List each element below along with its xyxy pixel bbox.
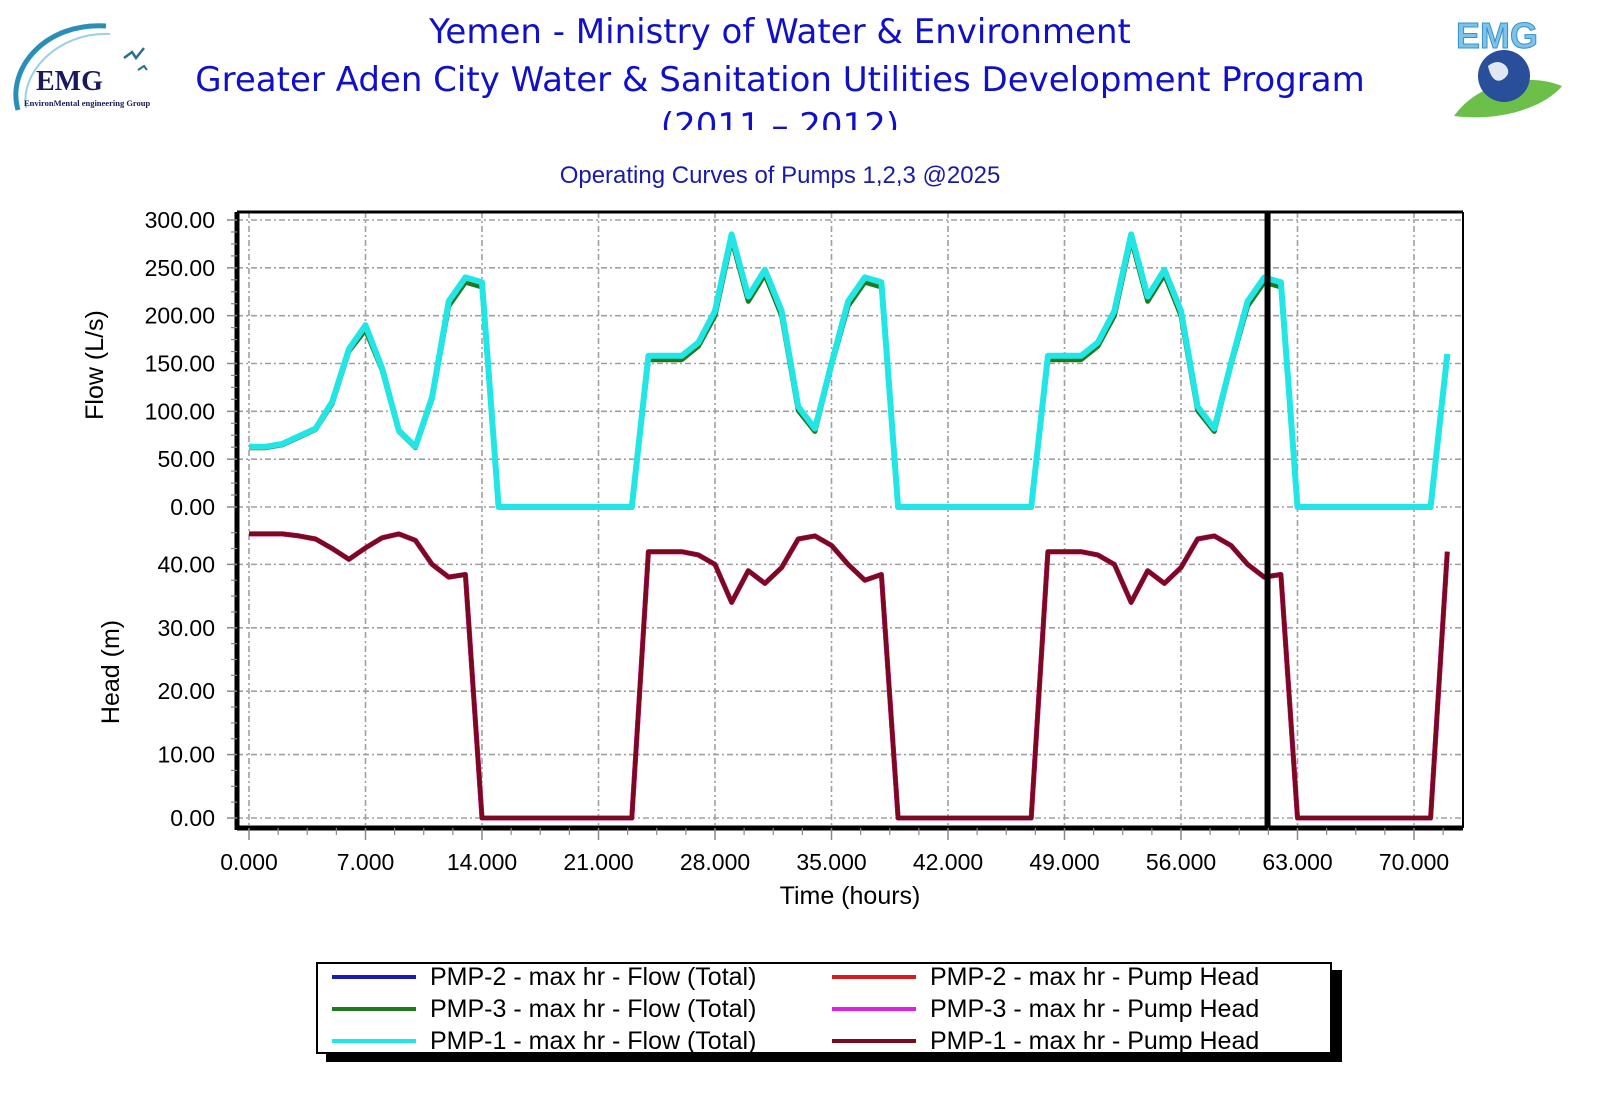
- head-y-tick-label: 20.00: [157, 678, 215, 704]
- flow-axis-title: Flow (L/s): [81, 310, 109, 420]
- legend-swatch: [832, 1039, 916, 1043]
- legend-label: PMP-1 - max hr - Pump Head: [930, 1026, 1260, 1055]
- legend-label: PMP-2 - max hr - Flow (Total): [430, 962, 757, 991]
- legend-item: PMP-3 - max hr - Pump Head: [832, 994, 1259, 1024]
- header-line-2: Greater Aden City Water & Sanitation Uti…: [195, 60, 1365, 100]
- logo-right-text: EMG: [1456, 15, 1538, 56]
- legend: PMP-2 - max hr - Flow (Total) PMP-3 - ma…: [316, 962, 1332, 1056]
- legend-swatch: [332, 1039, 416, 1043]
- x-tick-label: 56.000: [1146, 849, 1216, 875]
- legend-swatch: [332, 975, 416, 979]
- legend-label: PMP-2 - max hr - Pump Head: [930, 962, 1260, 991]
- x-tick-label: 7.000: [337, 849, 395, 875]
- emg-logo-right: EMG: [1448, 12, 1568, 124]
- head-y-tick-label: 30.00: [157, 615, 215, 641]
- plot-frame: [234, 210, 1464, 831]
- logo-left-subtext: EnvironMental engineering Group: [24, 98, 151, 108]
- legend-swatch: [832, 1007, 916, 1011]
- x-tick-label: 0.000: [220, 849, 278, 875]
- axis-ticks: [227, 219, 1444, 840]
- x-axis-title: Time (hours): [780, 882, 921, 910]
- flow-y-tick-label: 50.00: [157, 446, 215, 472]
- x-tick-label: 49.000: [1029, 849, 1099, 875]
- x-tick-label: 42.000: [913, 849, 983, 875]
- x-tick-label: 28.000: [680, 849, 750, 875]
- series-line-pmp-1-max-hr-flow-total-: [249, 231, 1451, 510]
- flow-y-tick-label: 200.00: [145, 303, 215, 329]
- header-line-3: (2011 – 2012): [660, 106, 900, 130]
- x-tick-label: 63.000: [1262, 849, 1332, 875]
- legend-label: PMP-3 - max hr - Pump Head: [930, 994, 1260, 1023]
- legend-label: PMP-3 - max hr - Flow (Total): [430, 994, 757, 1023]
- chart-title: Operating Curves of Pumps 1,2,3 @2025: [559, 162, 1001, 189]
- header-line-1: Yemen - Ministry of Water & Environment: [429, 12, 1131, 52]
- legend-item: PMP-3 - max hr - Flow (Total): [332, 994, 756, 1024]
- flow-y-tick-label: 250.00: [145, 255, 215, 281]
- legend-item: PMP-2 - max hr - Flow (Total): [332, 962, 756, 992]
- x-tick-label: 70.000: [1379, 849, 1449, 875]
- legend-swatch: [332, 1007, 416, 1011]
- legend-item: PMP-1 - max hr - Pump Head: [832, 1026, 1259, 1056]
- flow-y-tick-label: 150.00: [145, 351, 215, 377]
- head-y-tick-label: 40.00: [157, 551, 215, 577]
- legend-swatch: [832, 975, 916, 979]
- head-axis-title: Head (m): [97, 620, 125, 724]
- head-y-tick-label: 0.00: [170, 805, 215, 831]
- x-tick-label: 14.000: [447, 849, 517, 875]
- x-tick-label: 21.000: [563, 849, 633, 875]
- legend-item: PMP-2 - max hr - Pump Head: [832, 962, 1259, 992]
- legend-label: PMP-1 - max hr - Flow (Total): [430, 1026, 757, 1055]
- x-tick-label: 35.000: [796, 849, 866, 875]
- legend-item: PMP-1 - max hr - Flow (Total): [332, 1026, 756, 1056]
- emg-logo-left: EMG EnvironMental engineering Group: [6, 18, 186, 118]
- flow-y-tick-label: 300.00: [145, 207, 215, 233]
- logo-left-text: EMG: [36, 66, 103, 97]
- series-lines: [249, 231, 1451, 821]
- head-y-tick-label: 10.00: [157, 742, 215, 768]
- axis-labels: 0.000 7.000 14.000 21.000 28.000 35.000 42.000…: [81, 207, 1449, 910]
- series-line-pmp-1-max-hr-pump-head: [249, 531, 1450, 821]
- flow-y-tick-label: 100.00: [145, 398, 215, 424]
- chart-plot: 0.000 7.000 14.000 21.000 28.000 35.000 42.000…: [81, 207, 1464, 910]
- flow-y-tick-label: 0.00: [170, 494, 215, 520]
